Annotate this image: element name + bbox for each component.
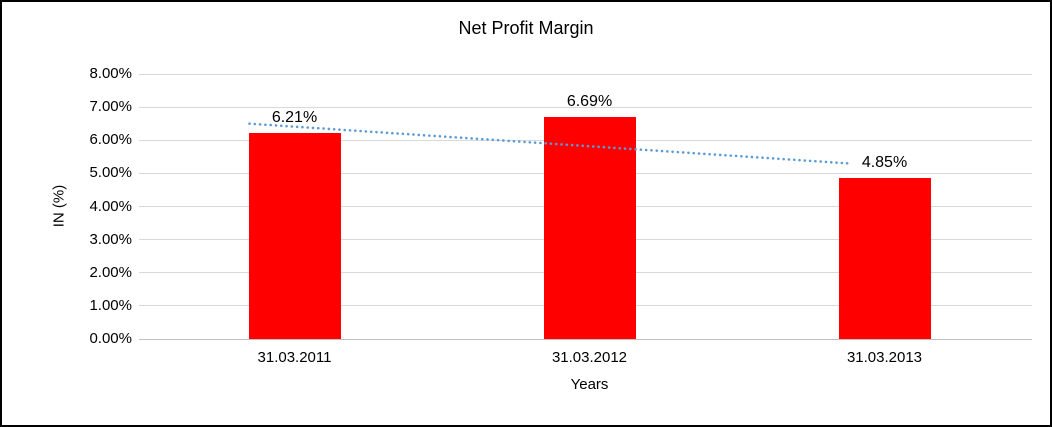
bar-data-label: 6.21% [271,109,318,127]
x-tick-label: 31.03.2012 [551,349,628,366]
y-tick-label: 5.00% [89,164,132,182]
x-tick-label: 31.03.2011 [257,349,332,366]
y-tick-label: 7.00% [89,98,132,116]
bar-data-label: 6.69% [566,93,613,111]
bar-data-label: 4.85% [861,154,908,172]
gridline [139,106,1032,108]
gridline [139,73,1032,75]
y-tick-label: 1.00% [89,296,132,314]
y-tick-label: 2.00% [89,263,132,281]
y-tick-label: 4.00% [89,197,132,215]
y-tick-label: 0.00% [89,330,132,347]
gridline [139,338,1032,340]
chart-title: Net Profit Margin [458,18,594,38]
bar [838,178,931,339]
bar [248,133,341,339]
y-tick-label: 8.00% [89,65,132,82]
x-tick-label: 31.03.2013 [846,349,923,366]
y-tick-label: 6.00% [89,131,132,149]
x-axis-title: Years [570,376,609,393]
y-tick-label: 3.00% [89,230,132,248]
bar [543,117,636,339]
